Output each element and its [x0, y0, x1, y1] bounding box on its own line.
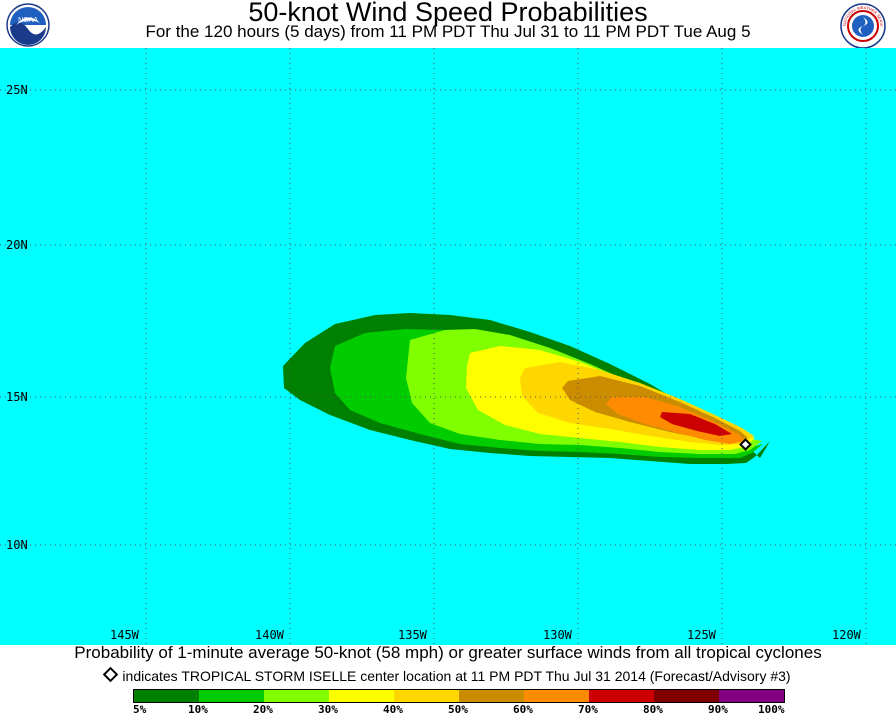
noaa-logo-text: NOAA — [18, 17, 38, 24]
storm-legend-text: indicates TROPICAL STORM ISELLE center l… — [122, 668, 791, 684]
scale-label: 5% — [133, 703, 147, 716]
scale-swatch — [459, 690, 524, 702]
scale-swatch — [719, 690, 784, 702]
probability-scale-labels: 5% 10% 20% 30% 40% 50% 60% 70% 80% 90% 100% — [0, 703, 896, 716]
map-caption: Probability of 1-minute average 50-knot … — [74, 643, 822, 662]
storm-diamond-icon — [103, 666, 119, 683]
scale-label: 70% — [578, 703, 598, 716]
scale-label: 30% — [318, 703, 338, 716]
lat-label-25n: 25N — [6, 83, 28, 97]
scale-label: 10% — [188, 703, 208, 716]
scale-label: 100% — [758, 703, 785, 716]
scale-label: 90% — [708, 703, 728, 716]
scale-label: 40% — [383, 703, 403, 716]
lon-label-125w: 125W — [687, 628, 717, 642]
probability-color-scale — [133, 689, 785, 703]
lat-label-20n: 20N — [6, 238, 28, 252]
lon-label-120w: 120W — [832, 628, 862, 642]
scale-label: 80% — [643, 703, 663, 716]
scale-swatch — [264, 690, 329, 702]
lat-label-10n: 10N — [6, 538, 28, 552]
scale-label: 50% — [448, 703, 468, 716]
lat-label-15n: 15N — [6, 390, 28, 404]
scale-label: 20% — [253, 703, 273, 716]
scale-label: 60% — [513, 703, 533, 716]
probability-contours — [283, 313, 770, 464]
contour-70pct — [660, 412, 732, 436]
map-subtitle: For the 120 hours (5 days) from 11 PM PD… — [145, 22, 751, 41]
lon-label-140w: 140W — [255, 628, 285, 642]
scale-swatch — [329, 690, 394, 702]
probability-map: 25N 20N 15N 10N 145W 140W 135W 130W 125W… — [0, 48, 896, 645]
scale-swatch — [524, 690, 589, 702]
storm-legend-note: indicates TROPICAL STORM ISELLE center l… — [0, 666, 896, 685]
nws-logo: NATIONAL WEATHER SERVICE — [840, 3, 886, 49]
lon-label-135w: 135W — [398, 628, 428, 642]
map-title: 50-knot Wind Speed Probabilities — [248, 0, 648, 27]
scale-swatch — [199, 690, 264, 702]
scale-swatch — [394, 690, 459, 702]
lon-label-130w: 130W — [543, 628, 573, 642]
lon-label-145w: 145W — [110, 628, 140, 642]
noaa-logo: NOAA — [6, 3, 50, 47]
scale-swatch — [589, 690, 654, 702]
scale-swatch — [654, 690, 719, 702]
storm-center-diamond — [739, 438, 752, 451]
scale-swatch — [134, 690, 199, 702]
